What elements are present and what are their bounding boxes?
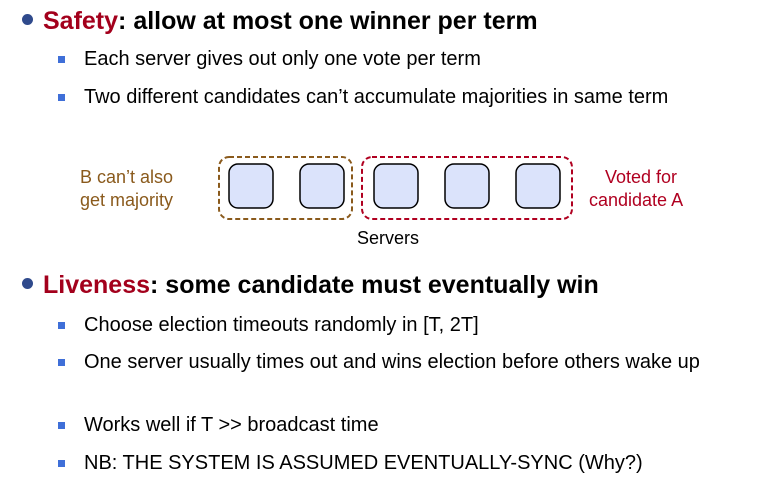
right-group-label-line2: candidate A: [589, 190, 684, 210]
server-2: [299, 163, 345, 209]
server-1: [228, 163, 274, 209]
left-group-label-line2: get majority: [80, 190, 174, 210]
liveness-point-2: One server usually times out and wins el…: [58, 350, 758, 375]
server-3: [373, 163, 419, 209]
liveness-point-4-text: NB: THE SYSTEM IS ASSUMED EVENTUALLY-SYN…: [84, 452, 643, 474]
liveness-point-3: Works well if T >> broadcast time: [58, 413, 758, 438]
server-5: [515, 163, 561, 209]
liveness-point-2-text: One server usually times out and wins el…: [84, 351, 700, 373]
left-group-border: [218, 156, 353, 220]
liveness-point-4: NB: THE SYSTEM IS ASSUMED EVENTUALLY-SYN…: [58, 451, 758, 476]
bullet-square-icon: [58, 359, 65, 366]
liveness-point-1: Choose election timeouts randomly in [T,…: [58, 313, 758, 338]
liveness-point-3-text: Works well if T >> broadcast time: [84, 414, 379, 436]
bullet-square-icon: [58, 56, 65, 63]
bullet-dot-icon: [22, 278, 33, 289]
safety-point-2: Two different candidates can’t accumulat…: [58, 85, 758, 110]
safety-point-1: Each server gives out only one vote per …: [58, 47, 758, 72]
bullet-square-icon: [58, 422, 65, 429]
right-group-label-line1: Voted for: [605, 167, 678, 187]
bullet-square-icon: [58, 94, 65, 101]
safety-point-1-text: Each server gives out only one vote per …: [84, 48, 481, 70]
safety-keyword: Safety: [43, 7, 119, 35]
liveness-keyword: Liveness: [43, 271, 151, 299]
safety-heading-rest: : allow at most one winner per term: [118, 7, 538, 35]
left-group-label-line1: B can’t also: [80, 167, 174, 187]
servers-caption: Servers: [357, 228, 420, 248]
safety-point-2-text: Two different candidates can’t accumulat…: [84, 86, 669, 108]
server-4: [444, 163, 490, 209]
bullet-square-icon: [58, 322, 65, 329]
liveness-heading-rest: : some candidate must eventually win: [150, 271, 599, 299]
right-group-border: [361, 156, 573, 220]
bullet-square-icon: [58, 460, 65, 467]
liveness-point-1-text: Choose election timeouts randomly in [T,…: [84, 314, 479, 336]
bullet-dot-icon: [22, 14, 33, 25]
liveness-heading: Liveness: some candidate must eventually…: [22, 270, 599, 300]
safety-heading: Safety: allow at most one winner per ter…: [22, 6, 538, 36]
